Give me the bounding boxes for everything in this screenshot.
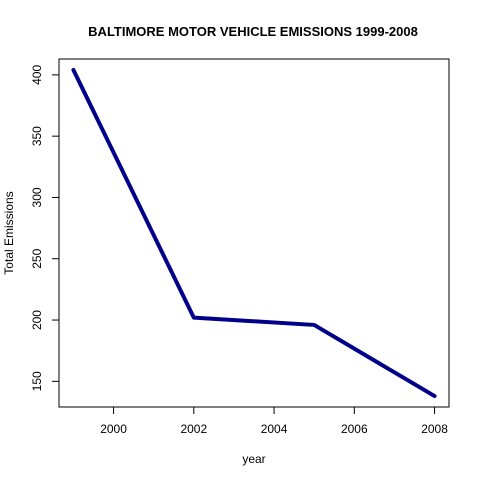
x-axis-label: year <box>242 452 265 466</box>
plot-area-frame <box>58 58 450 408</box>
y-tick-label: 150 <box>30 371 44 391</box>
x-tick-label: 2002 <box>180 422 207 436</box>
y-axis: 150 200 250 300 350 400 <box>30 65 59 391</box>
y-tick-label: 350 <box>30 126 44 146</box>
y-tick-label: 200 <box>30 310 44 330</box>
y-tick-label: 250 <box>30 248 44 268</box>
y-tick-label: 400 <box>30 65 44 85</box>
x-tick-label: 2008 <box>421 422 448 436</box>
x-tick-label: 2000 <box>100 422 127 436</box>
x-tick-label: 2006 <box>341 422 368 436</box>
y-axis-label: Total Emissions <box>2 191 16 274</box>
x-tick-label: 2004 <box>261 422 288 436</box>
chart-title: BALTIMORE MOTOR VEHICLE EMISSIONS 1999-2… <box>88 24 418 39</box>
x-axis: 2000 2002 2004 2006 2008 <box>100 407 448 436</box>
emissions-series-line <box>71 67 437 399</box>
y-tick-label: 300 <box>30 187 44 207</box>
